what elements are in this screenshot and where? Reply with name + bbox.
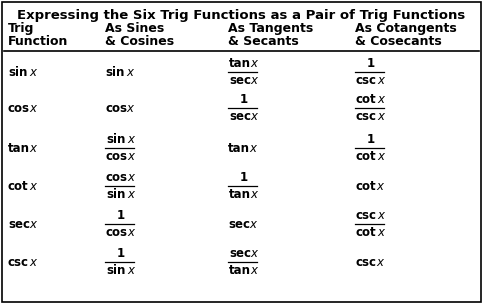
Text: x: x	[377, 74, 384, 87]
Text: x: x	[126, 102, 133, 115]
Text: cos: cos	[106, 226, 128, 239]
Text: x: x	[250, 247, 257, 260]
Text: x: x	[250, 57, 257, 70]
Text: tan: tan	[8, 141, 30, 154]
Text: Trig: Trig	[8, 22, 34, 35]
Text: sec: sec	[8, 217, 30, 230]
Text: x: x	[126, 65, 133, 78]
Text: csc: csc	[356, 209, 377, 222]
Text: & Cosecants: & Cosecants	[355, 35, 442, 48]
Text: x: x	[250, 264, 257, 277]
Text: cos: cos	[105, 102, 127, 115]
Text: tan: tan	[228, 141, 250, 154]
Text: x: x	[376, 179, 384, 192]
Text: Expressing the Six Trig Functions as a Pair of Trig Functions: Expressing the Six Trig Functions as a P…	[17, 9, 466, 22]
Text: As Tangents: As Tangents	[228, 22, 313, 35]
Text: x: x	[29, 217, 36, 230]
Text: x: x	[128, 188, 134, 201]
Text: csc: csc	[8, 255, 29, 268]
Text: sin: sin	[106, 188, 126, 201]
Text: x: x	[29, 102, 36, 115]
Text: x: x	[29, 255, 36, 268]
Text: x: x	[128, 171, 134, 184]
Text: x: x	[128, 133, 134, 146]
Text: sin: sin	[8, 65, 28, 78]
Text: sin: sin	[106, 133, 126, 146]
Text: x: x	[377, 209, 384, 222]
Text: 1: 1	[240, 93, 247, 106]
Text: cos: cos	[106, 150, 128, 163]
Text: x: x	[29, 179, 36, 192]
Text: x: x	[377, 150, 384, 163]
Text: csc: csc	[356, 74, 377, 87]
Text: As Sines: As Sines	[105, 22, 164, 35]
Text: sec: sec	[228, 217, 250, 230]
Text: As Cotangents: As Cotangents	[355, 22, 457, 35]
Text: x: x	[377, 93, 384, 106]
Text: csc: csc	[355, 255, 376, 268]
Text: x: x	[250, 188, 257, 201]
Text: cot: cot	[356, 226, 377, 239]
Text: x: x	[377, 226, 384, 239]
Text: 1: 1	[116, 247, 125, 260]
Text: cot: cot	[356, 150, 377, 163]
Text: x: x	[250, 74, 257, 87]
Text: & Cosines: & Cosines	[105, 35, 174, 48]
Text: cos: cos	[8, 102, 30, 115]
Text: x: x	[29, 65, 36, 78]
Text: tan: tan	[229, 57, 251, 70]
Text: x: x	[377, 110, 384, 123]
Text: sec: sec	[229, 74, 251, 87]
Text: x: x	[128, 150, 134, 163]
Text: tan: tan	[229, 264, 251, 277]
Text: 1: 1	[116, 209, 125, 222]
Text: 1: 1	[366, 57, 374, 70]
Text: sin: sin	[105, 65, 125, 78]
Text: cot: cot	[356, 93, 377, 106]
Text: x: x	[376, 255, 384, 268]
Text: cot: cot	[355, 179, 376, 192]
Text: sec: sec	[229, 110, 251, 123]
Text: cos: cos	[106, 171, 128, 184]
Text: sin: sin	[106, 264, 126, 277]
Text: 1: 1	[366, 133, 374, 146]
Text: x: x	[250, 110, 257, 123]
Text: x: x	[249, 217, 256, 230]
Text: x: x	[249, 141, 256, 154]
Text: cot: cot	[8, 179, 28, 192]
Text: & Secants: & Secants	[228, 35, 299, 48]
Text: csc: csc	[356, 110, 377, 123]
Text: x: x	[128, 226, 134, 239]
Text: tan: tan	[229, 188, 251, 201]
Text: 1: 1	[240, 171, 247, 184]
Text: sec: sec	[229, 247, 251, 260]
Text: Function: Function	[8, 35, 69, 48]
Text: x: x	[29, 141, 36, 154]
Text: x: x	[128, 264, 134, 277]
